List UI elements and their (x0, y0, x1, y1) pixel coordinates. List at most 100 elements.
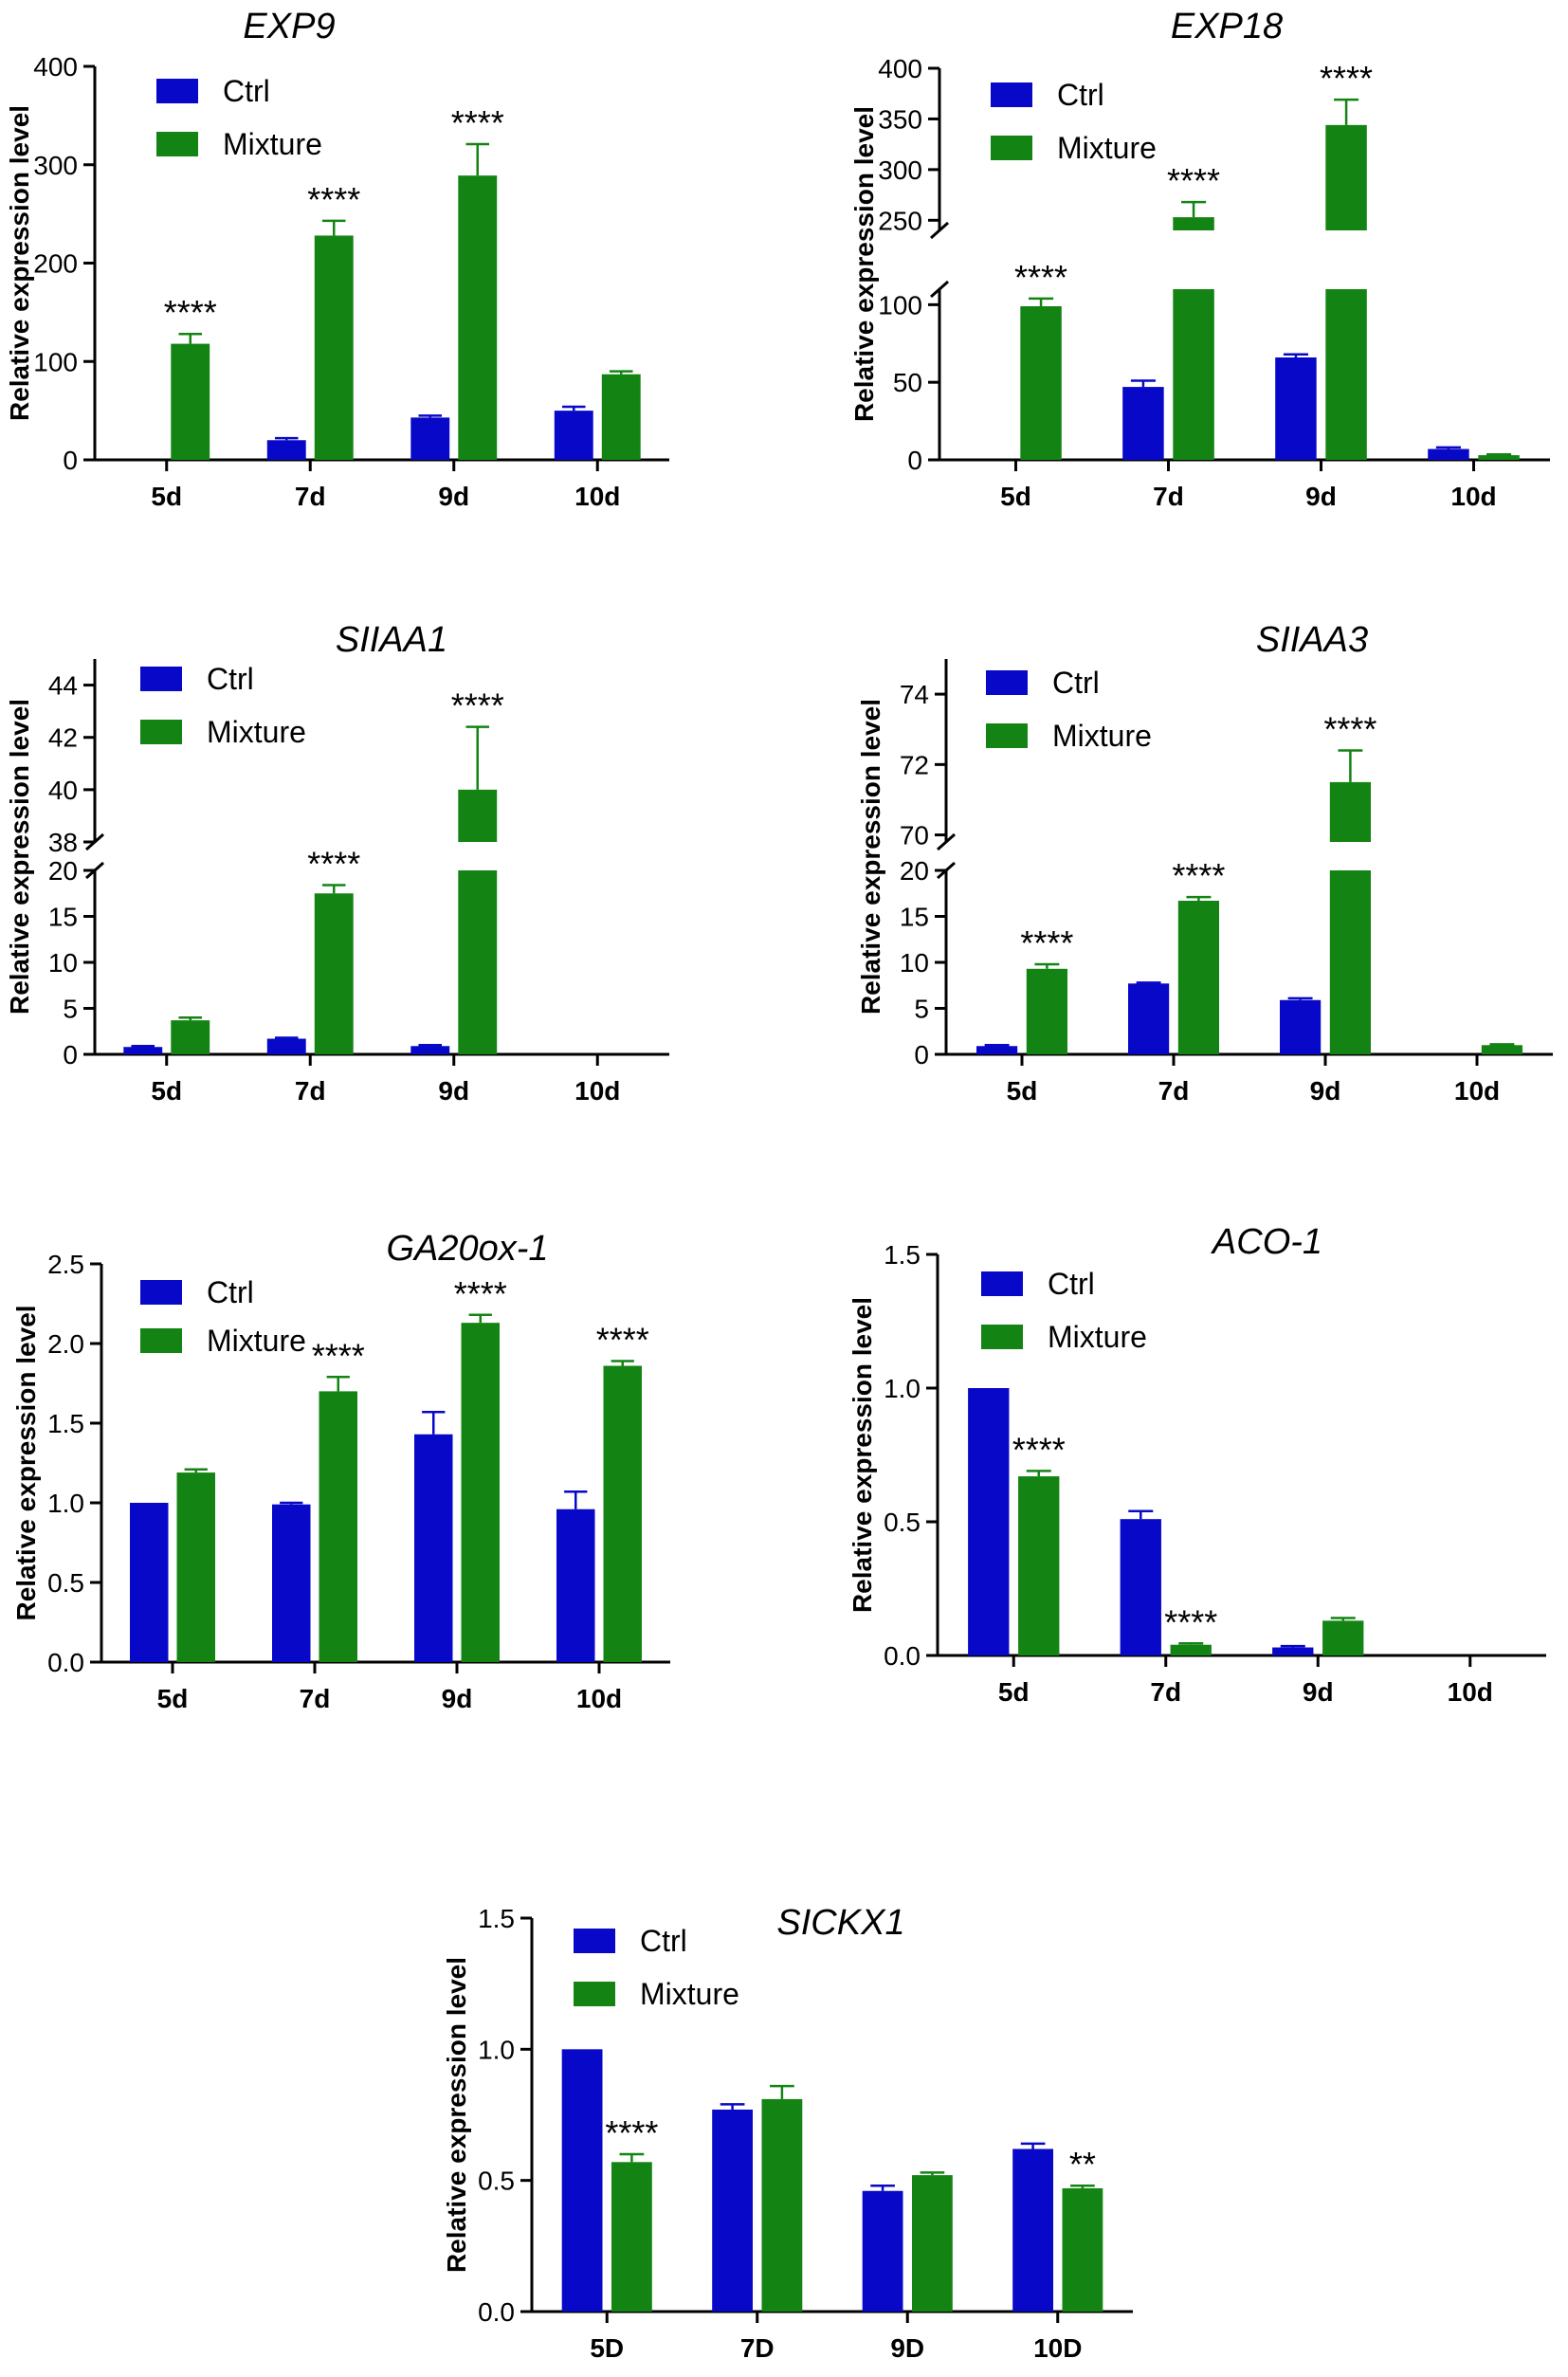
x-tick-label: 7d (295, 1076, 326, 1106)
bar-ctrl (1120, 1519, 1161, 1655)
y-axis-title: Relative expression level (848, 1297, 877, 1613)
legend-swatch-mixture (991, 136, 1032, 160)
y-tick-label: 0.5 (478, 2167, 515, 2196)
legend-swatch-mixture (140, 1328, 182, 1353)
bar-ctrl (1428, 448, 1469, 460)
bar-ctrl (968, 1388, 1010, 1655)
bar-ctrl (862, 2190, 903, 2312)
bar-mixture (319, 1391, 357, 1662)
y-tick-label: 0 (63, 1040, 78, 1070)
bar-ctrl (556, 1508, 595, 1662)
legend-swatch-mixture (574, 1982, 615, 2006)
y-tick-label: 10 (900, 948, 929, 978)
significance-label: **** (164, 293, 217, 332)
x-tick-label: 10D (1033, 2333, 1082, 2363)
bar-mixture (458, 175, 498, 460)
bar-mixture (1329, 781, 1371, 842)
y-tick-label: 0 (914, 1040, 929, 1070)
axis-break-mark (930, 221, 949, 240)
bar-ctrl (410, 417, 450, 460)
bar-mixture (171, 1020, 210, 1054)
legend-swatch-mixture (981, 1325, 1023, 1349)
x-tick-label: 10d (1454, 1076, 1500, 1106)
x-tick-label: 10d (574, 1076, 620, 1106)
y-tick-label: 74 (900, 680, 929, 709)
bar-mixture (1325, 124, 1367, 230)
y-tick-label: 5 (63, 995, 78, 1024)
legend-label-mixture: Mixture (1052, 719, 1152, 753)
legend-swatch-ctrl (156, 79, 198, 103)
x-tick-label: 7D (740, 2333, 775, 2363)
y-tick-label: 400 (878, 54, 922, 83)
significance-label: ** (1069, 2145, 1096, 2184)
chart-title: ACO-1 (1211, 1222, 1322, 1262)
legend-label-ctrl: Ctrl (640, 1924, 687, 1958)
y-tick-label: 10 (48, 948, 78, 978)
x-tick-label: 7d (295, 482, 326, 511)
y-axis-title: Relative expression level (11, 1305, 41, 1620)
bar-mixture (1018, 1476, 1060, 1655)
legend-label-ctrl: Ctrl (1048, 1267, 1095, 1301)
chart-title: SIIAA1 (336, 620, 447, 660)
x-tick-label: 10d (576, 1684, 622, 1713)
y-tick-label: 300 (33, 151, 78, 180)
bar-ctrl (554, 411, 593, 460)
bar-ctrl (266, 440, 306, 460)
bar-mixture (1062, 2187, 1103, 2312)
significance-label: **** (1323, 710, 1377, 749)
x-tick-label: 9d (438, 482, 469, 511)
significance-label: **** (1167, 161, 1220, 200)
y-tick-label: 1.0 (47, 1489, 84, 1518)
bar-mixture (601, 374, 641, 460)
bar-ctrl (1272, 1647, 1314, 1655)
bar-ctrl (1012, 2148, 1053, 2312)
x-tick-label: 5d (1000, 482, 1031, 511)
significance-label: **** (605, 2113, 658, 2152)
bar-mixture (611, 2162, 652, 2312)
bar-mixture (176, 1472, 215, 1662)
legend-label-ctrl: Ctrl (207, 1275, 254, 1309)
x-tick-label: 7d (1158, 1076, 1190, 1106)
y-tick-label: 20 (900, 856, 929, 886)
significance-label: **** (596, 1320, 649, 1359)
bar-ctrl (1280, 999, 1322, 1054)
y-tick-label: 0 (63, 446, 78, 475)
y-tick-label: 2.0 (47, 1329, 84, 1359)
legend-swatch-ctrl (574, 1929, 615, 1953)
x-tick-label: 9d (1305, 482, 1337, 511)
bar-ctrl (414, 1434, 453, 1662)
chart-panel: 0 5 10 15 20 70 72 74 Relative expression level S… (856, 620, 1553, 1106)
y-tick-label: 200 (33, 249, 78, 279)
bar-mixture (603, 1365, 642, 1662)
bar-mixture (761, 2098, 803, 2312)
bar-ctrl (712, 2109, 753, 2312)
y-tick-label: 15 (48, 903, 78, 932)
y-tick-label: 0.0 (478, 2297, 515, 2327)
chart-title: EXP9 (243, 7, 335, 46)
y-tick-label: 20 (48, 856, 78, 886)
chart-title: SIIAA3 (1256, 620, 1368, 660)
significance-label: **** (1172, 856, 1225, 895)
bar-mixture (1177, 901, 1219, 1054)
bar-ctrl (410, 1046, 450, 1054)
y-tick-label: 1.5 (47, 1409, 84, 1438)
legend-label-mixture: Mixture (1057, 131, 1157, 165)
axis-break-mark (937, 832, 956, 851)
chart-title: EXP18 (1171, 7, 1283, 46)
y-axis-title: Relative expression level (442, 1957, 471, 2273)
x-tick-label: 7d (1153, 482, 1184, 511)
x-tick-label: 9d (438, 1076, 469, 1106)
y-tick-label: 0 (907, 446, 922, 475)
y-tick-label: 50 (893, 368, 922, 397)
y-tick-label: 2.5 (47, 1250, 84, 1279)
chart-title: SICKX1 (776, 1903, 904, 1943)
significance-label: **** (1014, 258, 1067, 297)
bar-mixture (458, 789, 498, 842)
bar-ctrl (123, 1047, 163, 1054)
bar-mixture (1329, 870, 1371, 1054)
y-tick-label: 1.0 (478, 2035, 515, 2064)
y-tick-label: 15 (900, 903, 929, 932)
